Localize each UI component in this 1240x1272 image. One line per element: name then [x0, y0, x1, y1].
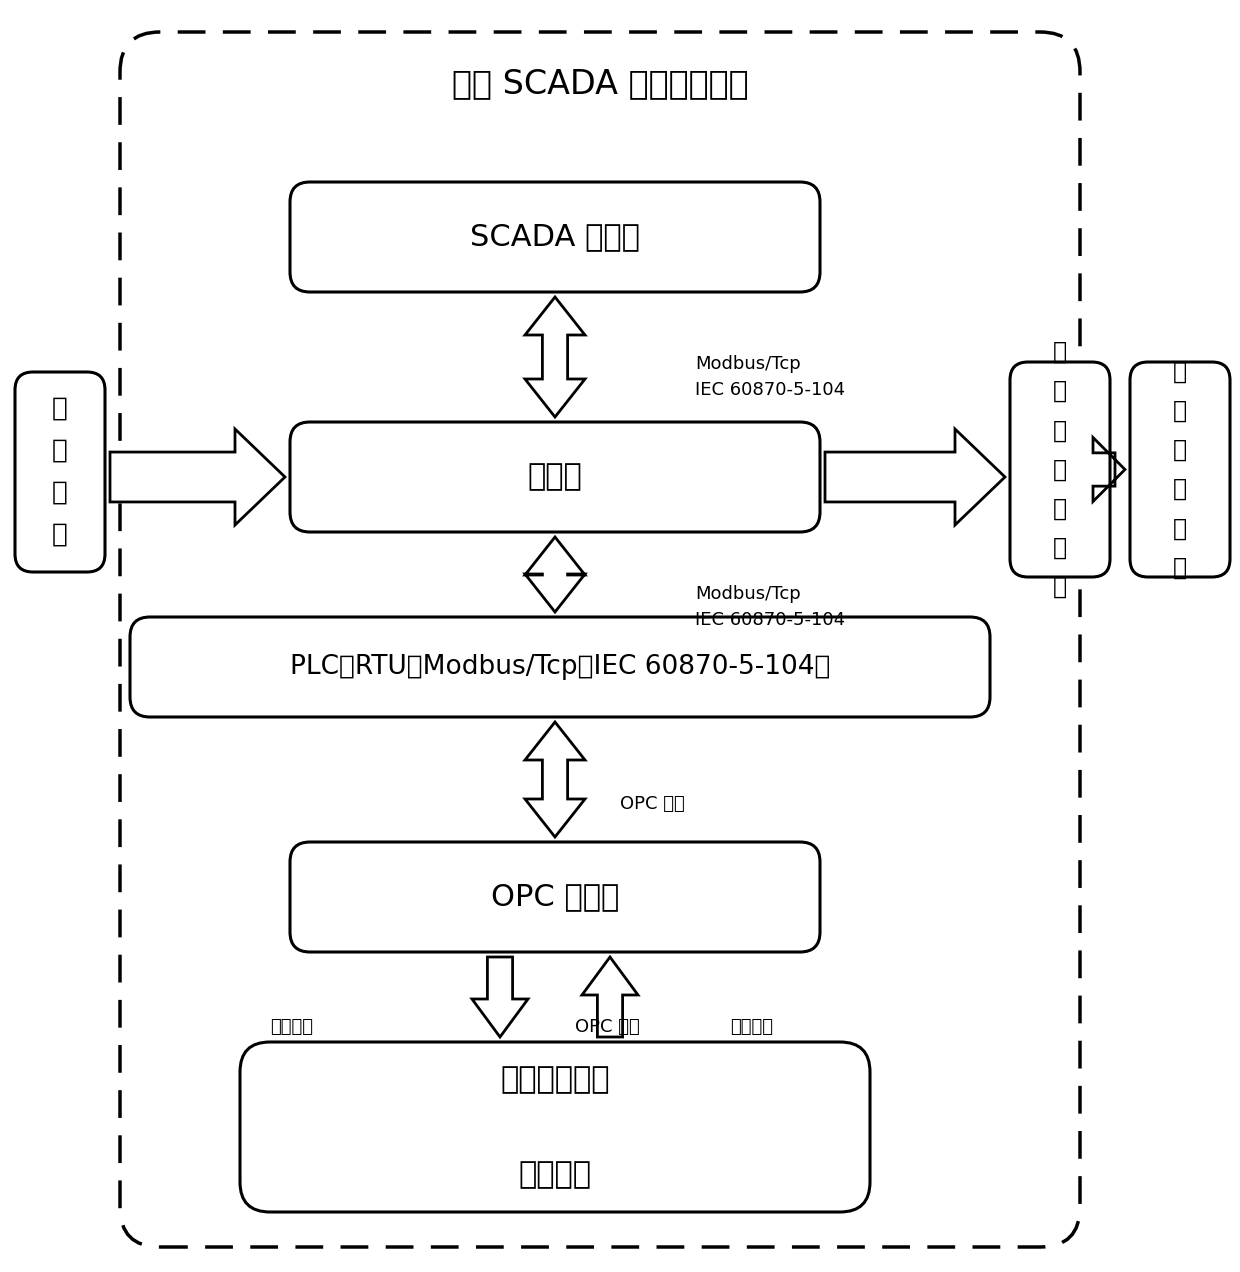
Text: 深
度
包
解
析
模
块: 深 度 包 解 析 模 块	[1053, 340, 1068, 599]
Polygon shape	[582, 957, 639, 1037]
Text: 虚拟被控对象

仿真模块: 虚拟被控对象 仿真模块	[500, 1065, 610, 1189]
FancyBboxPatch shape	[1130, 363, 1230, 577]
Text: Modbus/Tcp
IEC 60870-5-104: Modbus/Tcp IEC 60870-5-104	[694, 585, 846, 630]
Text: Modbus/Tcp
IEC 60870-5-104: Modbus/Tcp IEC 60870-5-104	[694, 355, 846, 399]
Polygon shape	[110, 429, 285, 525]
Polygon shape	[525, 296, 585, 417]
Text: 入
侵
模
块: 入 侵 模 块	[52, 396, 68, 548]
Text: OPC 协议: OPC 协议	[620, 795, 684, 813]
Text: OPC 协议: OPC 协议	[575, 1018, 640, 1035]
Polygon shape	[825, 429, 1004, 525]
Text: OPC 服务器: OPC 服务器	[491, 883, 619, 912]
FancyBboxPatch shape	[290, 422, 820, 532]
FancyBboxPatch shape	[1011, 363, 1110, 577]
Text: 工业 SCADA 系统仿真平台: 工业 SCADA 系统仿真平台	[451, 67, 748, 100]
Polygon shape	[525, 722, 585, 837]
Text: PLC、RTU（Modbus/Tcp、IEC 60870-5-104）: PLC、RTU（Modbus/Tcp、IEC 60870-5-104）	[290, 654, 831, 681]
Polygon shape	[1092, 438, 1125, 501]
FancyBboxPatch shape	[15, 371, 105, 572]
FancyBboxPatch shape	[290, 842, 820, 951]
FancyBboxPatch shape	[241, 1042, 870, 1212]
FancyBboxPatch shape	[130, 617, 990, 717]
FancyBboxPatch shape	[290, 182, 820, 293]
Text: 交换机: 交换机	[528, 463, 583, 491]
Text: 状态信息: 状态信息	[730, 1018, 773, 1035]
Text: 异
常
检
测
模
块: 异 常 检 测 模 块	[1173, 360, 1187, 580]
Text: 控制信号: 控制信号	[270, 1018, 312, 1035]
FancyBboxPatch shape	[120, 32, 1080, 1247]
Polygon shape	[472, 957, 528, 1037]
Polygon shape	[525, 537, 585, 612]
Text: SCADA 服务器: SCADA 服务器	[470, 223, 640, 252]
